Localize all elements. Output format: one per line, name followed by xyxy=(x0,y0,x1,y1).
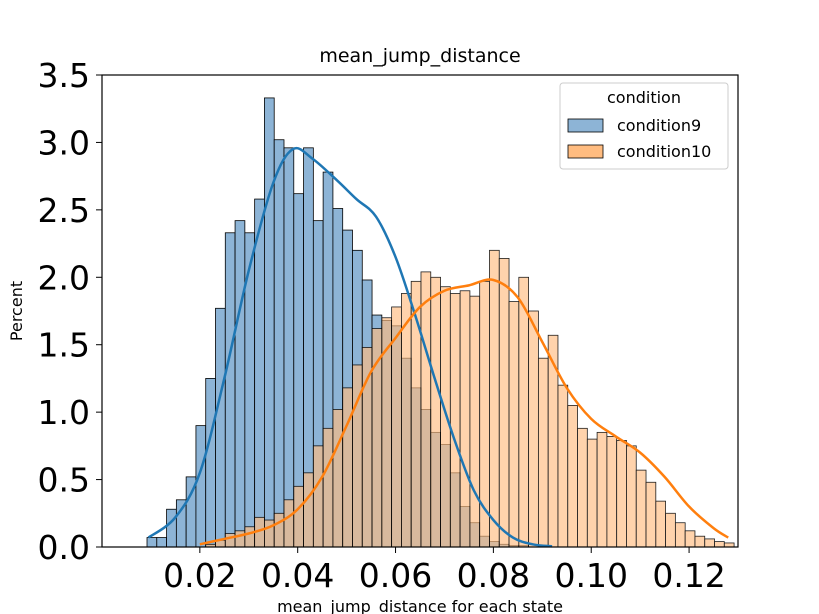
bar-condition10 xyxy=(283,499,295,548)
bar-condition10 xyxy=(723,542,735,548)
kde-curve-condition9 xyxy=(147,146,553,548)
legend-title: condition xyxy=(607,88,681,107)
bar-condition10 xyxy=(273,512,285,548)
bar-condition10 xyxy=(694,535,706,548)
bar-condition10 xyxy=(567,404,578,548)
kde-curve-condition10 xyxy=(199,278,729,546)
bar-condition9 xyxy=(156,537,167,548)
bar-condition10 xyxy=(498,258,510,548)
bar-condition10 xyxy=(606,436,618,548)
bar-condition9 xyxy=(195,425,207,548)
bar-condition9 xyxy=(254,198,265,548)
chart-title: mean_jump_distance xyxy=(319,45,520,67)
bar-condition9 xyxy=(283,147,295,548)
bar-condition10 xyxy=(577,427,588,548)
x-tick-label: 0.10 xyxy=(554,556,627,595)
bar-condition10 xyxy=(312,445,324,548)
bar-condition10 xyxy=(528,310,539,548)
bar-condition10 xyxy=(626,445,637,548)
bar-condition10 xyxy=(303,472,314,548)
bar-condition10 xyxy=(537,357,549,548)
bar-condition9 xyxy=(273,139,285,548)
bar-condition10 xyxy=(586,438,598,548)
bar-condition9 xyxy=(264,97,275,548)
y-tick-label: 2.5 xyxy=(38,191,90,230)
bar-condition10 xyxy=(342,387,353,548)
bar-condition10 xyxy=(459,290,471,548)
x-tick-label: 0.08 xyxy=(457,556,530,595)
plot-area: 0.0 0.5 1.0 1.5 2.0 2.5 3.0 3.5 0.02 0.04 0.06 0.08… xyxy=(38,56,739,595)
bar-condition10 xyxy=(596,431,608,548)
bar-condition10 xyxy=(224,533,236,548)
bar-condition10 xyxy=(557,384,569,548)
bar-condition10 xyxy=(704,538,715,548)
bar-condition10 xyxy=(469,295,481,548)
y-tick-label: 0.5 xyxy=(38,461,90,500)
bar-condition9 xyxy=(166,508,177,548)
bar-condition10 xyxy=(401,293,412,548)
bar-condition10 xyxy=(244,526,256,548)
bar-condition10 xyxy=(645,481,657,548)
bar-condition10 xyxy=(508,301,520,548)
bar-condition9 xyxy=(234,220,246,548)
bar-condition10 xyxy=(489,249,500,548)
bar-condition10 xyxy=(616,440,627,548)
legend-swatch-condition9 xyxy=(567,118,604,133)
bar-condition10 xyxy=(635,469,647,548)
y-tick-label: 2.0 xyxy=(38,258,90,297)
bar-condition9 xyxy=(146,537,158,548)
bar-condition10 xyxy=(714,541,725,548)
bar-condition10 xyxy=(440,286,451,548)
bar-condition9 xyxy=(215,307,226,548)
bar-condition10 xyxy=(420,271,432,548)
x-axis-label: mean_jump_distance for each state xyxy=(277,597,563,614)
bar-condition10 xyxy=(430,276,441,548)
x-tick-label: 0.06 xyxy=(359,556,432,595)
bar-condition10 xyxy=(674,522,686,548)
bar-condition10 xyxy=(684,530,696,548)
x-tick-label: 0.02 xyxy=(163,556,236,595)
bar-condition10 xyxy=(322,427,334,548)
y-tick-label: 3.5 xyxy=(38,56,90,95)
bar-condition10 xyxy=(449,293,461,548)
bar-condition10 xyxy=(665,512,676,548)
bar-condition10 xyxy=(332,409,344,548)
legend-label-condition10: condition10 xyxy=(617,142,711,161)
legend-swatch-condition10 xyxy=(567,144,604,159)
y-tick-label: 1.5 xyxy=(38,326,90,365)
bar-condition10 xyxy=(518,276,530,548)
bar-condition10 xyxy=(293,485,304,548)
bar-condition10 xyxy=(264,519,275,548)
legend-label-condition9: condition9 xyxy=(617,116,701,135)
bar-condition9 xyxy=(224,232,236,548)
y-axis-label: Percent xyxy=(7,281,26,341)
x-tick-label: 0.12 xyxy=(652,556,725,595)
bar-condition10 xyxy=(234,530,246,548)
bar-condition9 xyxy=(205,378,216,548)
bar-condition10 xyxy=(655,500,666,548)
y-tick-label: 3.0 xyxy=(38,123,90,162)
x-tick-label: 0.04 xyxy=(261,556,334,595)
legend: condition condition9 condition10 xyxy=(559,82,729,170)
y-tick-label: 0.0 xyxy=(38,528,90,567)
y-tick-label: 1.0 xyxy=(38,393,90,432)
axes-frame xyxy=(101,74,739,548)
